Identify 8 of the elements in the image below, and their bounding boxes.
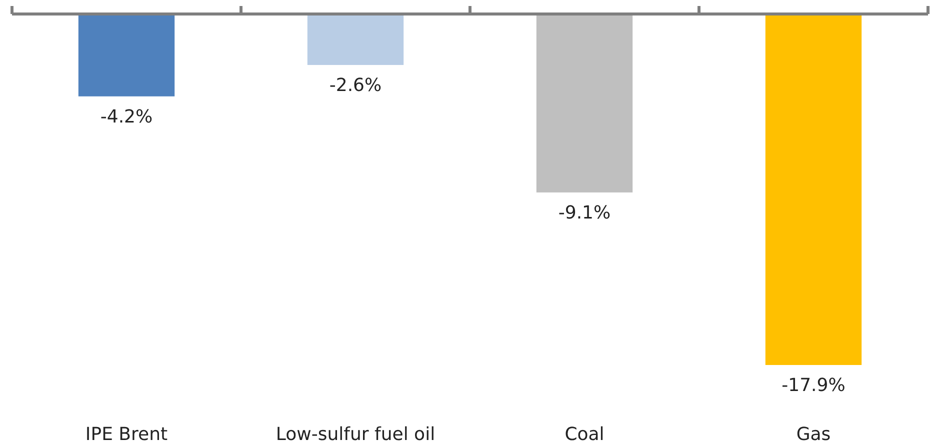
x-tick-label: Low-sulfur fuel oil bbox=[276, 424, 436, 445]
data-label: -17.9% bbox=[782, 375, 846, 396]
x-tick-label: IPE Brent bbox=[85, 424, 168, 445]
data-label: -4.2% bbox=[100, 106, 153, 128]
x-tick-label: Coal bbox=[564, 424, 604, 445]
x-tick-label: Gas bbox=[796, 424, 831, 445]
data-label: -2.6% bbox=[329, 74, 382, 96]
data-label: -9.1% bbox=[558, 202, 611, 224]
